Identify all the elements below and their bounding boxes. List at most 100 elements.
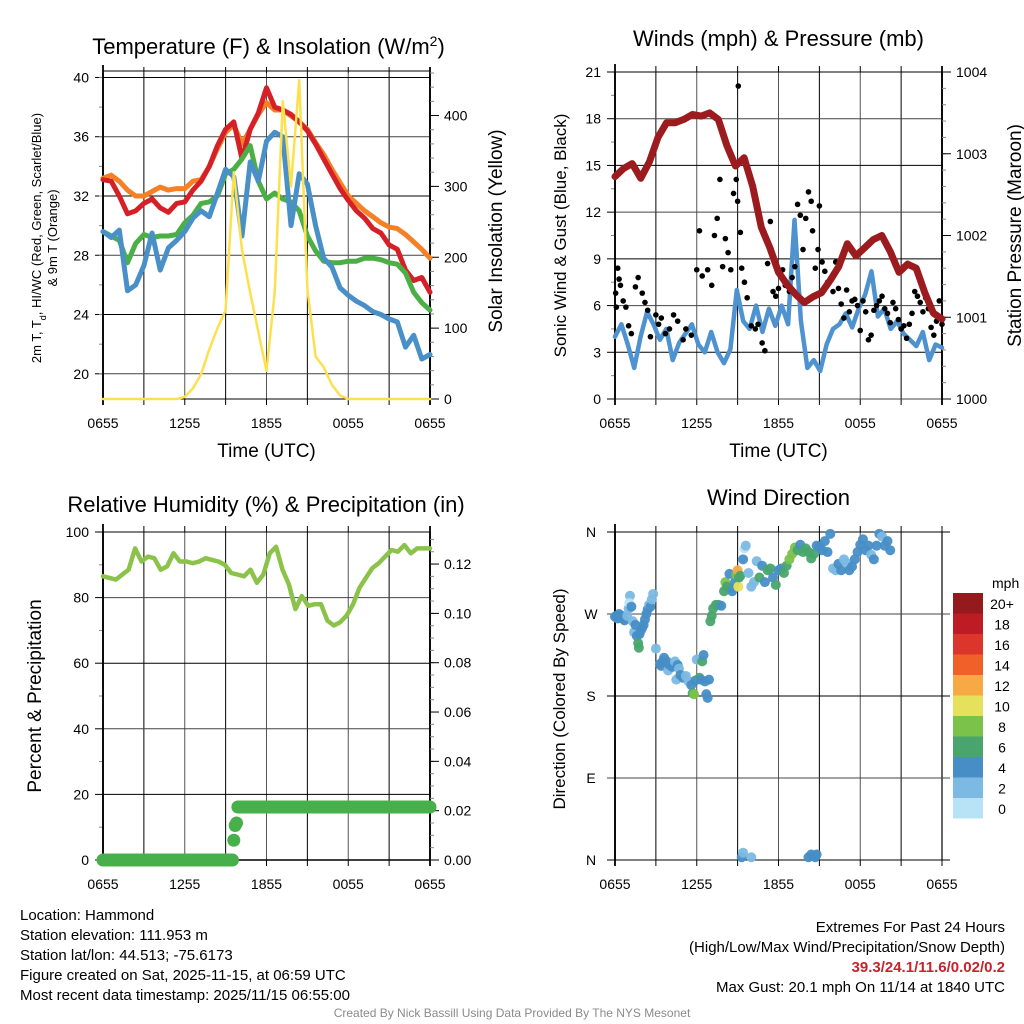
right-tick-label: 0.12 <box>444 556 471 572</box>
extremes-fields: (High/Low/Max Wind/Precipitation/Snow De… <box>689 939 1005 956</box>
gust-point <box>822 268 828 275</box>
elevation-text: Station elevation: 111.953 m <box>20 927 208 944</box>
wind-direction-point <box>704 674 715 685</box>
gust-point <box>696 228 703 234</box>
chart-title: Wind Direction <box>707 485 850 510</box>
wind-direction-point <box>689 689 700 700</box>
gust-point <box>725 249 731 256</box>
legend-label: 10 <box>994 699 1010 715</box>
wind-direction-point <box>733 581 744 592</box>
gust-point <box>741 279 748 286</box>
gust-point <box>722 235 729 242</box>
wind-direction-point <box>871 540 882 551</box>
y-tick-label: 6 <box>593 298 601 314</box>
gust-point <box>644 307 651 314</box>
gust-point <box>653 312 659 318</box>
series-sonic-wind <box>612 217 945 374</box>
y-axis-label-left: Direction (Colored By Speed) <box>550 588 569 809</box>
gust-point <box>614 265 621 272</box>
chart-title: Relative Humidity (%) & Precipitation (i… <box>67 492 464 517</box>
y-tick-label: 24 <box>73 307 89 323</box>
precip-point <box>230 816 244 830</box>
latlon-text: Station lat/lon: 44.513; -75.6173 <box>20 947 233 964</box>
gust-point <box>770 288 776 295</box>
legend-label: 8 <box>998 719 1006 735</box>
wind-direction-point <box>868 554 879 565</box>
y-tick-label: 0 <box>593 391 601 407</box>
gust-point <box>688 332 695 338</box>
x-tick-label: 0055 <box>333 415 364 431</box>
max-gust-text: Max Gust: 20.1 mph On 11/14 at 1840 UTC <box>715 979 1005 996</box>
gust-point <box>909 310 915 317</box>
gust-point <box>879 293 885 300</box>
wind-direction-point <box>624 590 635 601</box>
gust-point <box>809 228 816 234</box>
right-tick-label: 0 <box>444 391 452 407</box>
credit-text: Created By Nick Bassill Using Data Provi… <box>333 1006 691 1020</box>
y-tick-label: 28 <box>73 247 89 263</box>
right-tick-label: 0.00 <box>444 852 471 868</box>
gust-point <box>830 288 836 295</box>
gust-point <box>841 315 847 321</box>
gust-point <box>683 326 689 332</box>
gust-point <box>714 215 720 222</box>
extremes-title: Extremes For Past 24 Hours <box>815 919 1005 936</box>
gust-point <box>914 293 921 300</box>
gust-point <box>744 294 750 301</box>
gust-point <box>752 326 759 332</box>
gust-point <box>613 304 620 310</box>
gust-point <box>708 282 715 289</box>
right-tick-label: 0.02 <box>444 803 471 819</box>
y-tick-label: 32 <box>73 188 89 204</box>
gust-point <box>693 266 700 273</box>
gust-point <box>759 340 765 346</box>
precip-point <box>227 833 241 847</box>
gust-point <box>617 282 624 289</box>
right-tick-label: 0.06 <box>444 704 471 720</box>
wind-direction-point <box>759 577 770 588</box>
y-tick-label: 100 <box>66 524 90 540</box>
gust-point <box>616 276 622 282</box>
gust-point <box>737 229 744 236</box>
wind-direction-point <box>836 565 847 576</box>
gust-point <box>734 198 741 205</box>
x-tick-label: 0655 <box>87 415 118 431</box>
gust-point <box>936 298 943 304</box>
wind-direction-point <box>746 852 757 863</box>
legend-swatch <box>953 654 983 675</box>
legend-label: 20+ <box>990 596 1014 612</box>
gust-point <box>843 287 850 293</box>
wind-direction-point <box>735 570 746 581</box>
wind-direction-point <box>650 643 661 654</box>
legend-label: 2 <box>998 781 1006 797</box>
gust-point <box>857 327 864 334</box>
gust-point <box>794 201 801 208</box>
wind-direction-point <box>648 588 659 599</box>
gust-point <box>901 323 907 329</box>
series-td <box>100 143 433 313</box>
timestamp-text: Most recent data timestamp: 2025/11/15 0… <box>20 987 350 1004</box>
gust-point <box>884 310 891 317</box>
gust-point <box>628 330 635 337</box>
legend-swatch <box>953 798 983 819</box>
series-station-pressure <box>611 109 946 323</box>
x-tick-label: 0655 <box>87 876 118 892</box>
y-tick-label: N <box>586 852 596 868</box>
gust-point <box>931 332 937 338</box>
right-tick-label: 100 <box>444 320 468 336</box>
y-tick-label: W <box>584 606 598 622</box>
gust-point <box>890 299 896 306</box>
wind-direction-point <box>740 540 751 551</box>
legend-label: 0 <box>998 801 1006 817</box>
y-tick-label: 0 <box>81 852 89 868</box>
gust-point <box>639 290 646 296</box>
gust-point <box>789 274 795 281</box>
y-tick-label: S <box>586 688 595 704</box>
legend-label: 4 <box>998 760 1006 776</box>
right-tick-label: 0.04 <box>444 753 471 769</box>
legend-swatch <box>953 593 983 614</box>
gust-point <box>873 302 880 309</box>
x-tick-label: 1255 <box>169 415 200 431</box>
